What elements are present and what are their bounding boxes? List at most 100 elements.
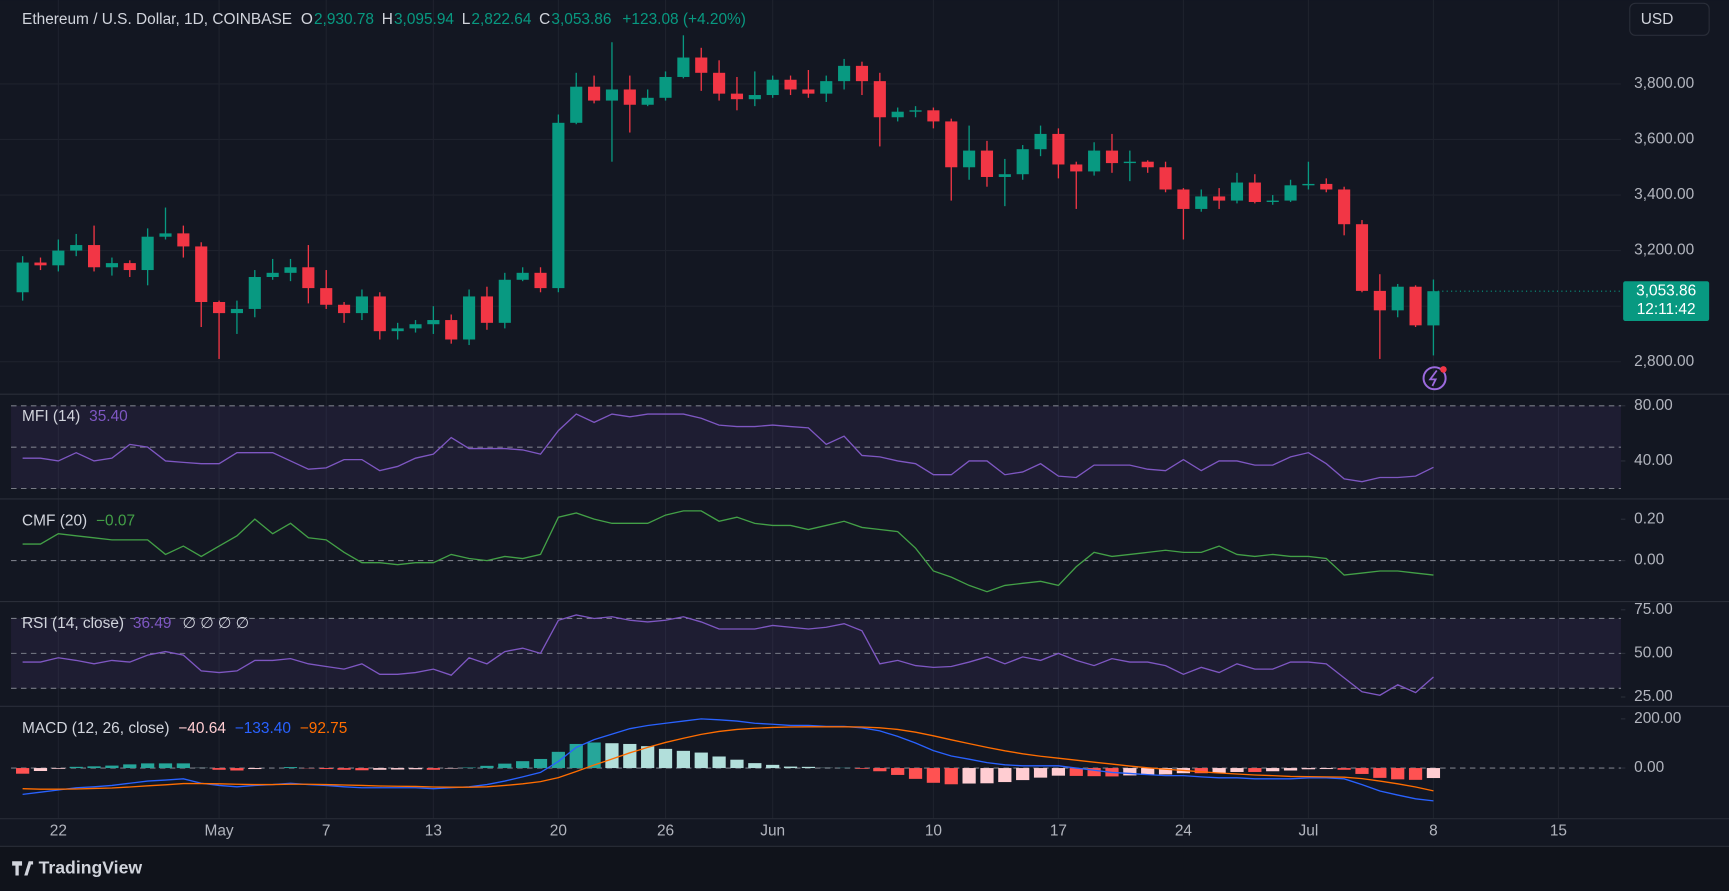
histogram-bar [33,768,48,772]
indicator-value: 36.49 [133,615,172,632]
candle-body [391,328,404,332]
candle-body [1123,161,1136,164]
candle-body [320,288,333,305]
indicator-extra: ∅ ∅ ∅ ∅ [182,615,249,632]
candle-body [70,245,83,251]
histogram-bar [1355,768,1369,774]
histogram-bar [605,743,619,769]
candle-body [498,279,511,323]
candle-body [213,301,226,314]
histogram-bar [730,759,744,769]
footer-bar [0,845,1729,891]
y-tick-label: 75.00 [1634,601,1673,618]
ohlc-value: 2,822.64 [471,11,531,28]
candle-body [963,150,976,168]
candle-body [1320,183,1333,190]
candle-body [730,93,744,100]
histogram-bar [1033,768,1048,778]
y-tick-label: 3,800.00 [1634,75,1694,92]
signal-line [22,726,1434,792]
candle-body [1141,161,1154,168]
candle-body [641,97,654,105]
y-tick-label: 40.00 [1634,452,1673,469]
candle-body [1034,133,1047,150]
candle-body [409,324,422,329]
histogram-bar [676,750,691,769]
histogram-bar [516,761,530,769]
x-tick-label: 13 [425,823,442,840]
candle-body [784,79,797,90]
brand[interactable]: TradingView [12,858,142,878]
data-layer [16,35,1441,802]
candle-body [463,296,476,340]
candle-body [909,110,922,112]
candle-body [588,86,601,101]
candle-body [195,246,208,302]
histogram-bar [1158,768,1173,775]
histogram-bar [283,767,298,769]
alert-dot [1440,366,1447,373]
y-tick-label: 0.20 [1634,510,1664,527]
candle-body [248,276,261,309]
chart-title: Ethereum / U.S. Dollar, 1D, COINBASE [22,11,292,28]
candle-body [141,236,154,271]
label-layer: 22May7132026Jun101724Jul8152,800.003,000… [22,11,1710,840]
countdown-label: 12:11:42 [1637,301,1696,318]
ohlc-key: O [301,11,313,28]
histogram-bar [623,743,637,769]
candle-body [1338,189,1351,225]
histogram-bar [766,764,780,769]
histogram-bar [980,768,994,784]
candle-body [659,76,672,98]
candle-body [605,89,619,101]
candle-body [230,308,243,314]
candle-body [713,72,726,94]
alert-icon[interactable] [1422,366,1447,391]
histogram-bar [355,768,369,771]
candle-body [159,233,172,237]
histogram-bar [1230,768,1244,772]
candle-body [1088,150,1101,172]
candle-body [552,122,565,289]
ohlc-value: 3,053.86 [551,11,611,28]
histogram-bar [1141,768,1155,775]
histogram-bar [712,756,726,769]
histogram-bar [123,764,137,769]
candle-body [1355,224,1369,291]
currency-button[interactable]: USD [1629,2,1710,36]
candle-body [534,272,547,289]
candle-body [1230,182,1244,201]
histogram-bar [962,768,976,784]
candle-body [177,233,190,247]
alert-bolt [1428,369,1438,387]
candle-body [1052,133,1065,165]
histogram-bar [87,766,101,769]
candle-body [1427,291,1440,326]
histogram-bar [1123,768,1137,776]
histogram-bar [748,763,762,769]
y-tick-label: 50.00 [1634,644,1673,661]
ohlc-value: 2,930.78 [314,11,374,28]
x-tick-label: May [205,823,234,840]
candle-body [570,86,583,123]
y-tick-label: 3,200.00 [1634,242,1694,259]
candle-body [338,304,351,314]
histogram-bar [1301,768,1316,770]
histogram-bar [998,768,1012,783]
histogram-bar [1069,768,1083,776]
x-tick-label: 7 [322,823,331,840]
x-tick-label: 24 [1175,823,1193,840]
histogram-bar [212,768,226,770]
indicator-line [22,614,1434,696]
histogram-bar [176,763,190,769]
alert-ring [1422,366,1447,391]
histogram-bar [1283,768,1298,771]
last-price-label: 3,053.86 [1636,282,1696,299]
indicator-title: MACD (12, 26, close) [22,720,169,737]
y-tick-label: 80.00 [1634,397,1673,414]
y-tick-label: 25.00 [1634,688,1673,705]
candle-body [1284,185,1297,201]
histogram-bar [658,748,673,769]
candle-body [998,174,1011,177]
candle-body [1105,150,1119,164]
